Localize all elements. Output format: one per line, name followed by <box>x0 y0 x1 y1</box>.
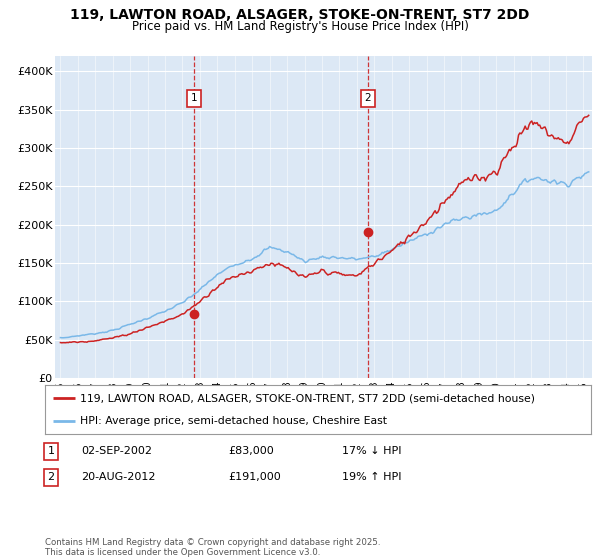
Text: £191,000: £191,000 <box>228 472 281 482</box>
Text: 02-SEP-2002: 02-SEP-2002 <box>81 446 152 456</box>
Text: 119, LAWTON ROAD, ALSAGER, STOKE-ON-TRENT, ST7 2DD: 119, LAWTON ROAD, ALSAGER, STOKE-ON-TREN… <box>70 8 530 22</box>
Text: HPI: Average price, semi-detached house, Cheshire East: HPI: Average price, semi-detached house,… <box>80 416 388 426</box>
Text: Price paid vs. HM Land Registry's House Price Index (HPI): Price paid vs. HM Land Registry's House … <box>131 20 469 32</box>
Text: 1: 1 <box>47 446 55 456</box>
Text: £83,000: £83,000 <box>228 446 274 456</box>
Text: Contains HM Land Registry data © Crown copyright and database right 2025.
This d: Contains HM Land Registry data © Crown c… <box>45 538 380 557</box>
Text: 1: 1 <box>191 93 197 103</box>
Text: 17% ↓ HPI: 17% ↓ HPI <box>342 446 401 456</box>
Text: 19% ↑ HPI: 19% ↑ HPI <box>342 472 401 482</box>
Text: 119, LAWTON ROAD, ALSAGER, STOKE-ON-TRENT, ST7 2DD (semi-detached house): 119, LAWTON ROAD, ALSAGER, STOKE-ON-TREN… <box>80 393 535 403</box>
Text: 2: 2 <box>364 93 371 103</box>
Text: 2: 2 <box>47 472 55 482</box>
Text: 20-AUG-2012: 20-AUG-2012 <box>81 472 155 482</box>
